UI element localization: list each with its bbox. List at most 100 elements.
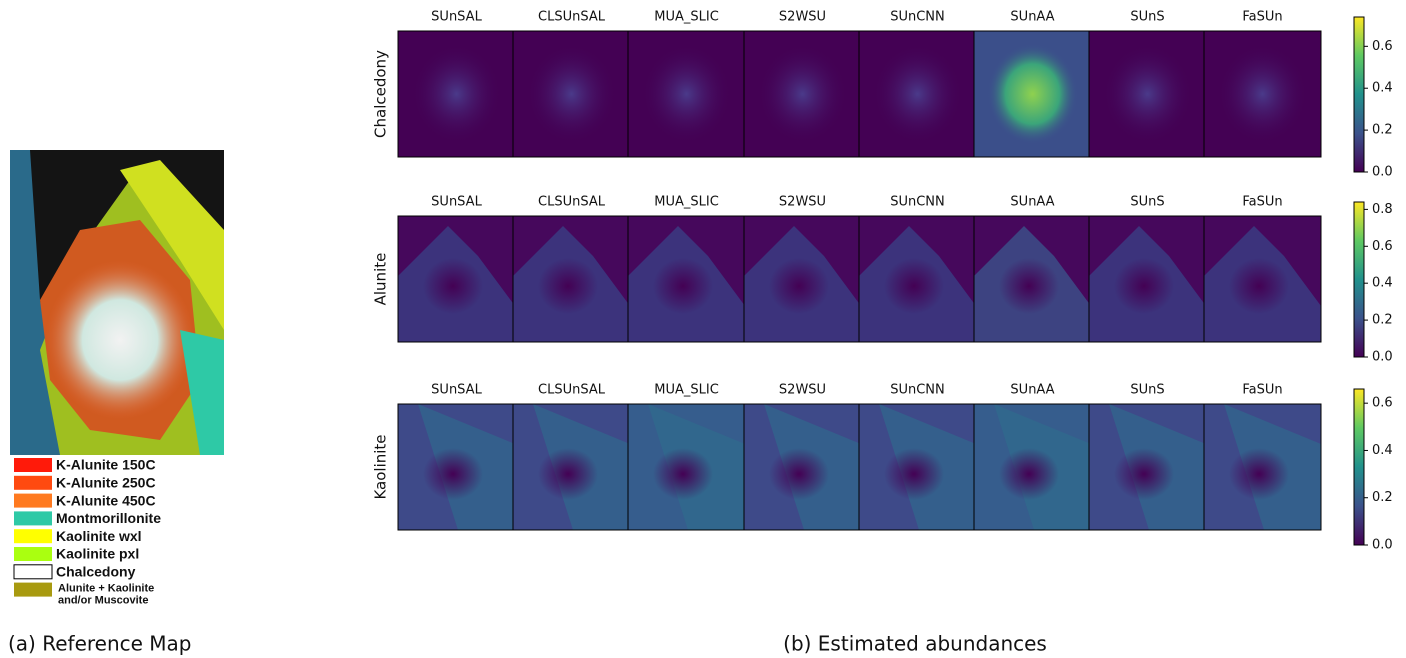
legend-swatch [14, 475, 52, 490]
map-hole [1114, 258, 1174, 314]
abundance-map [627, 30, 746, 158]
map-hole [653, 258, 713, 314]
row-label: Alunite [372, 253, 390, 306]
panel-title: FaSUn [1242, 10, 1282, 25]
legend-label: K-Alunite 450C [56, 492, 156, 508]
colorbar [1353, 16, 1365, 173]
map-blob [641, 44, 732, 144]
map-blob [872, 44, 963, 144]
panel-title: SUnSAL [431, 383, 482, 398]
panel-title: SUnAA [1010, 383, 1054, 398]
abundance-map [1088, 215, 1207, 343]
legend-swatch [14, 582, 52, 597]
legend-label: Alunite + Kaolinite [58, 583, 154, 595]
colorbar-tick-label: 0.8 [1372, 202, 1393, 217]
panel-title: MUA_SLIC [654, 10, 719, 25]
abundance-map [1203, 215, 1322, 343]
abundance-map [973, 215, 1092, 343]
map-hole [1114, 448, 1174, 500]
legend-swatch [14, 547, 52, 561]
abundance-map [743, 30, 862, 158]
panel-title: SUnSAL [431, 10, 482, 25]
map-hole [884, 448, 944, 500]
colorbar-tick-label: 0.6 [1372, 396, 1393, 411]
map-hole [999, 448, 1059, 500]
map-blob [526, 44, 617, 144]
panel-title: MUA_SLIC [654, 383, 719, 398]
abundance-map [1203, 30, 1322, 158]
panel-title: S2WSU [779, 10, 826, 25]
map-blob [757, 44, 848, 144]
legend-label: Chalcedony [56, 564, 136, 580]
panel-title: SUnCNN [890, 195, 945, 210]
panel-title: CLSUnSAL [538, 10, 606, 25]
legend-swatch [14, 458, 52, 472]
abundance-map [397, 215, 516, 343]
colorbar-tick-label: 0.0 [1372, 350, 1393, 365]
colorbar-tick-label: 0.2 [1372, 123, 1393, 138]
map-blob [411, 44, 502, 144]
row-label: Kaolinite [372, 434, 390, 499]
abundance-map [858, 215, 977, 343]
map-hole [1229, 448, 1289, 500]
abundance-map [397, 403, 516, 531]
panel-title: SUnAA [1010, 195, 1054, 210]
row-label: Chalcedony [372, 50, 390, 138]
abundance-map [512, 403, 631, 531]
map-blob [1102, 44, 1193, 144]
legend-label: K-Alunite 250C [56, 475, 156, 491]
map-hole [999, 258, 1059, 314]
colorbar-tick-label: 0.4 [1372, 276, 1393, 291]
map-hole [769, 448, 829, 500]
panel-title: CLSUnSAL [538, 383, 606, 398]
caption: (b) Estimated abundances [783, 632, 1047, 656]
panel-title: CLSUnSAL [538, 195, 606, 210]
colorbar-tick-label: 0.4 [1372, 81, 1393, 96]
legend-swatch [14, 493, 52, 508]
map-hole [538, 448, 598, 500]
abundance-map [627, 215, 746, 343]
abundance-map [512, 30, 631, 158]
panel-title: FaSUn [1242, 195, 1282, 210]
abundance-map [512, 215, 631, 343]
map-blob [987, 44, 1078, 144]
legend-swatch [14, 529, 52, 544]
map-hole [1229, 258, 1289, 314]
map-hole [884, 258, 944, 314]
abundance-map [743, 215, 862, 343]
map-frame [1203, 30, 1322, 158]
colorbar-tick-label: 0.6 [1372, 39, 1393, 54]
abundance-map [743, 403, 862, 531]
legend-label: Kaolinite pxl [56, 546, 139, 562]
legend-label: and/or Muscovite [58, 595, 148, 607]
colorbar-tick-label: 0.2 [1372, 490, 1393, 505]
map-hole [653, 448, 713, 500]
colorbar-tick-label: 0.2 [1372, 313, 1393, 328]
caption: (a) Reference Map [8, 632, 192, 656]
map-frame [1203, 215, 1322, 343]
panel-title: FaSUn [1242, 383, 1282, 398]
colorbar-tick-label: 0.4 [1372, 443, 1393, 458]
abundance-map [1088, 403, 1207, 531]
panel-title: SUnCNN [890, 383, 945, 398]
abundance-map [973, 403, 1092, 531]
map-blob [1217, 44, 1308, 144]
panel-title: SUnSAL [431, 195, 482, 210]
map-hole [423, 448, 483, 500]
map-hole [769, 258, 829, 314]
reference-map [10, 150, 224, 455]
abundance-map [397, 30, 516, 158]
panel-title: S2WSU [779, 383, 826, 398]
legend-label: K-Alunite 150C [56, 457, 156, 473]
colorbar [1353, 388, 1365, 546]
panel-title: MUA_SLIC [654, 195, 719, 210]
panel-title: SUnCNN [890, 10, 945, 25]
abundance-map [973, 30, 1092, 158]
panel-title: SUnS [1130, 10, 1164, 25]
colorbar [1353, 201, 1365, 358]
abundance-map [1088, 30, 1207, 158]
abundance-map [627, 403, 746, 531]
colorbar-tick-label: 0.0 [1372, 165, 1393, 180]
legend-label: Kaolinite wxl [56, 528, 142, 544]
